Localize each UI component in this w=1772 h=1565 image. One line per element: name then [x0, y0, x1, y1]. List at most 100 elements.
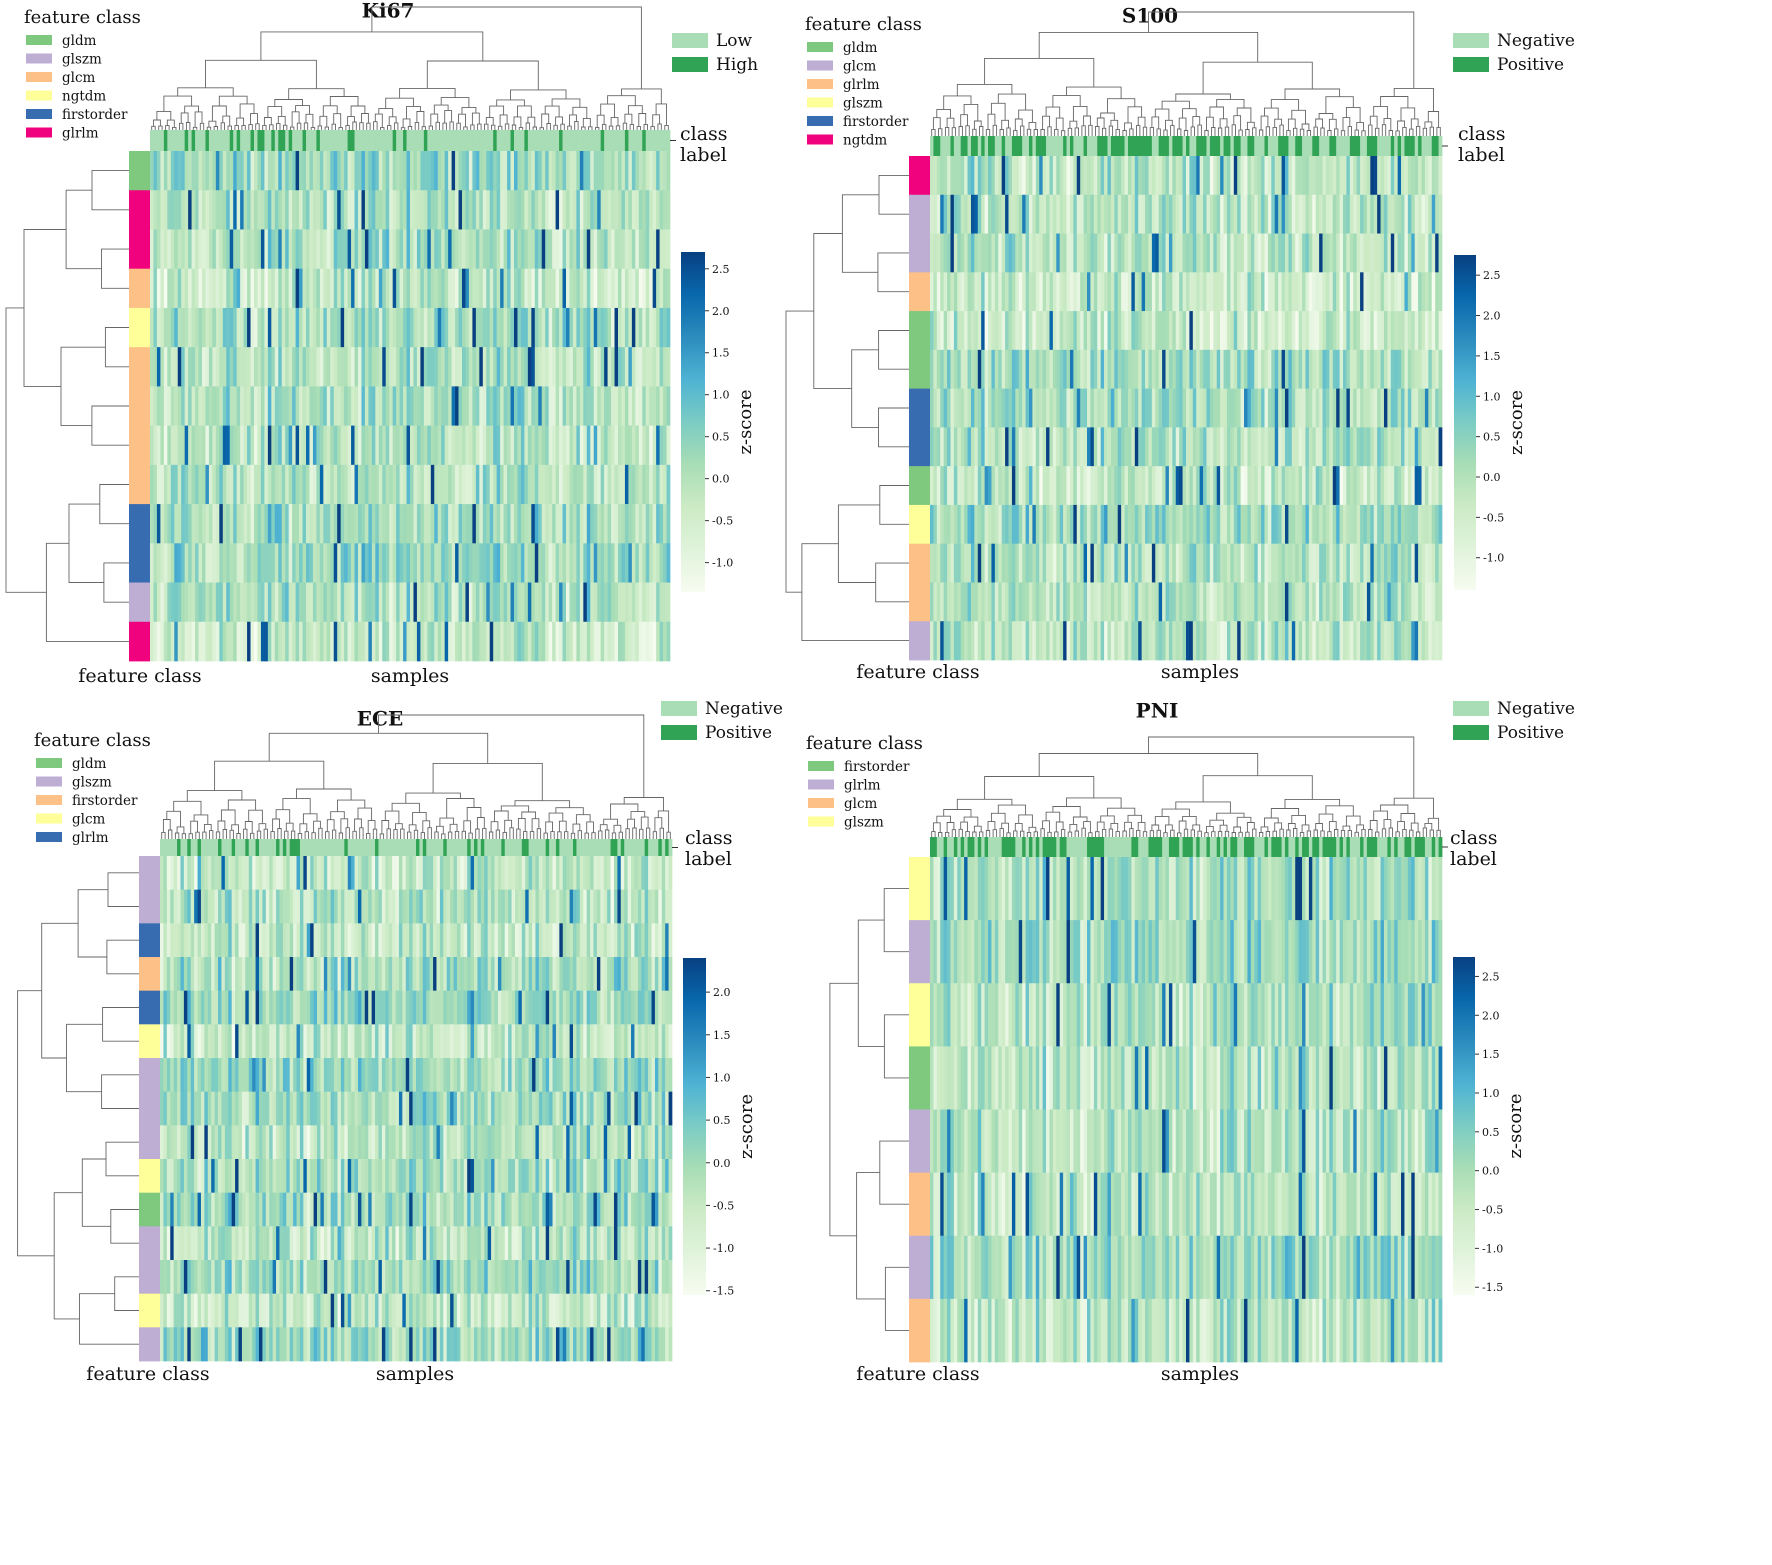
- dendrogram-link: [1072, 105, 1088, 122]
- class-label-cell: [317, 839, 321, 856]
- heatmap-cell: [534, 543, 539, 583]
- heatmap-cell: [212, 621, 217, 662]
- heatmap-cell: [1035, 466, 1040, 506]
- heatmap-cell: [1066, 311, 1071, 351]
- heatmap-cell: [1216, 311, 1221, 351]
- heatmap-cell: [1018, 156, 1023, 196]
- heatmap-cell: [1360, 194, 1364, 234]
- heatmap-cell: [1046, 621, 1050, 661]
- heatmap-cell: [295, 386, 300, 426]
- class-label-cell: [497, 839, 502, 856]
- heatmap-cell: [285, 543, 290, 583]
- heatmap-cell: [614, 386, 619, 426]
- heatmap-cell: [475, 347, 480, 387]
- heatmap-cell: [271, 307, 276, 348]
- heatmap-cell: [1336, 272, 1340, 312]
- dendrogram-link: [943, 95, 972, 110]
- class-label-cell: [614, 130, 619, 151]
- heatmap-cell: [1162, 388, 1166, 428]
- dendrogram-link: [378, 108, 394, 117]
- sample-dendrogram: [161, 714, 671, 839]
- heatmap-cell: [1414, 349, 1419, 389]
- heatmap-cell: [455, 151, 459, 191]
- heatmap-cell: [930, 543, 934, 583]
- heatmap-cell: [458, 268, 463, 309]
- dendrogram-link: [374, 113, 383, 128]
- heatmap-cell: [496, 543, 501, 583]
- heatmap-cell: [233, 386, 238, 426]
- heatmap-cell: [274, 268, 279, 309]
- heatmap-cell: [1059, 349, 1064, 389]
- heatmap-cell: [396, 621, 400, 662]
- heatmap-cell: [458, 543, 463, 583]
- heatmap-cell: [583, 582, 588, 623]
- heatmap-cell: [396, 386, 400, 426]
- heatmap-cell: [1097, 582, 1102, 622]
- heatmap-cell: [1059, 543, 1064, 583]
- heatmap-cell: [1189, 349, 1194, 389]
- heatmap-cell: [198, 621, 203, 662]
- heatmap-cell: [247, 386, 251, 426]
- heatmap-cell: [1039, 272, 1043, 312]
- heatmap-cell: [1046, 156, 1050, 196]
- heatmap-cell: [583, 347, 588, 387]
- heatmap-cell: [1298, 194, 1303, 234]
- heatmap-cell: [663, 229, 667, 270]
- heatmap-cell: [375, 268, 380, 309]
- heatmap-cell: [656, 621, 660, 662]
- heatmap-cell: [1199, 582, 1204, 622]
- heatmap-cell: [576, 543, 581, 583]
- heatmap-cell: [943, 621, 948, 661]
- heatmap-cell: [361, 582, 366, 623]
- heatmap-cell: [323, 307, 328, 348]
- heatmap-cell: [1244, 272, 1248, 312]
- heatmap-cell: [1110, 621, 1115, 661]
- heatmap-cell: [1134, 582, 1139, 622]
- heatmap-cell: [448, 543, 452, 583]
- heatmap-cell: [1237, 621, 1241, 661]
- heatmap-cell: [181, 464, 186, 505]
- heatmap-cell: [1148, 582, 1153, 622]
- heatmap-cell: [1052, 543, 1057, 583]
- heatmap-cell: [1366, 311, 1371, 351]
- heatmap-cell: [994, 233, 999, 273]
- feature-class-cell: [129, 582, 150, 623]
- dendrogram-link: [285, 822, 294, 832]
- heatmap-cell: [1418, 466, 1422, 506]
- class-label-cell: [274, 130, 279, 151]
- heatmap-cell: [981, 621, 985, 661]
- heatmap-cell: [1203, 349, 1207, 389]
- heatmap-cell: [1216, 582, 1221, 622]
- heatmap-cell: [666, 621, 671, 662]
- heatmap-cell: [631, 268, 636, 309]
- heatmap-cell: [358, 425, 362, 466]
- heatmap-cell: [1172, 543, 1177, 583]
- heatmap-cell: [160, 347, 165, 387]
- heatmap-cell: [451, 386, 456, 426]
- heatmap-cell: [200, 856, 205, 891]
- heatmap-cell: [1162, 349, 1166, 389]
- class-label-cell: [1090, 136, 1095, 156]
- heatmap-cell: [458, 347, 463, 387]
- heatmap-cell: [1179, 582, 1183, 622]
- heatmap-cell: [368, 621, 373, 662]
- heatmap-cell: [1404, 233, 1409, 273]
- heatmap-cell: [1066, 349, 1071, 389]
- heatmap-cell: [1069, 194, 1074, 234]
- heatmap-cell: [1168, 466, 1173, 506]
- heatmap-cell: [489, 268, 494, 309]
- heatmap-cell: [1383, 388, 1388, 428]
- heatmap-cell: [1380, 504, 1385, 545]
- class-label-cell: [1049, 136, 1054, 156]
- heatmap-cell: [375, 504, 380, 544]
- heatmap-cell: [274, 229, 279, 270]
- heatmap-cell: [970, 621, 975, 661]
- heatmap-cell: [1281, 194, 1286, 234]
- heatmap-cell: [659, 190, 664, 230]
- class-label-cell: [600, 130, 605, 151]
- heatmap-cell: [1366, 194, 1371, 234]
- heatmap-cell: [1267, 582, 1272, 622]
- dendrogram-link: [354, 818, 362, 832]
- heatmap-cell: [1052, 311, 1057, 351]
- heatmap-cell: [538, 347, 543, 387]
